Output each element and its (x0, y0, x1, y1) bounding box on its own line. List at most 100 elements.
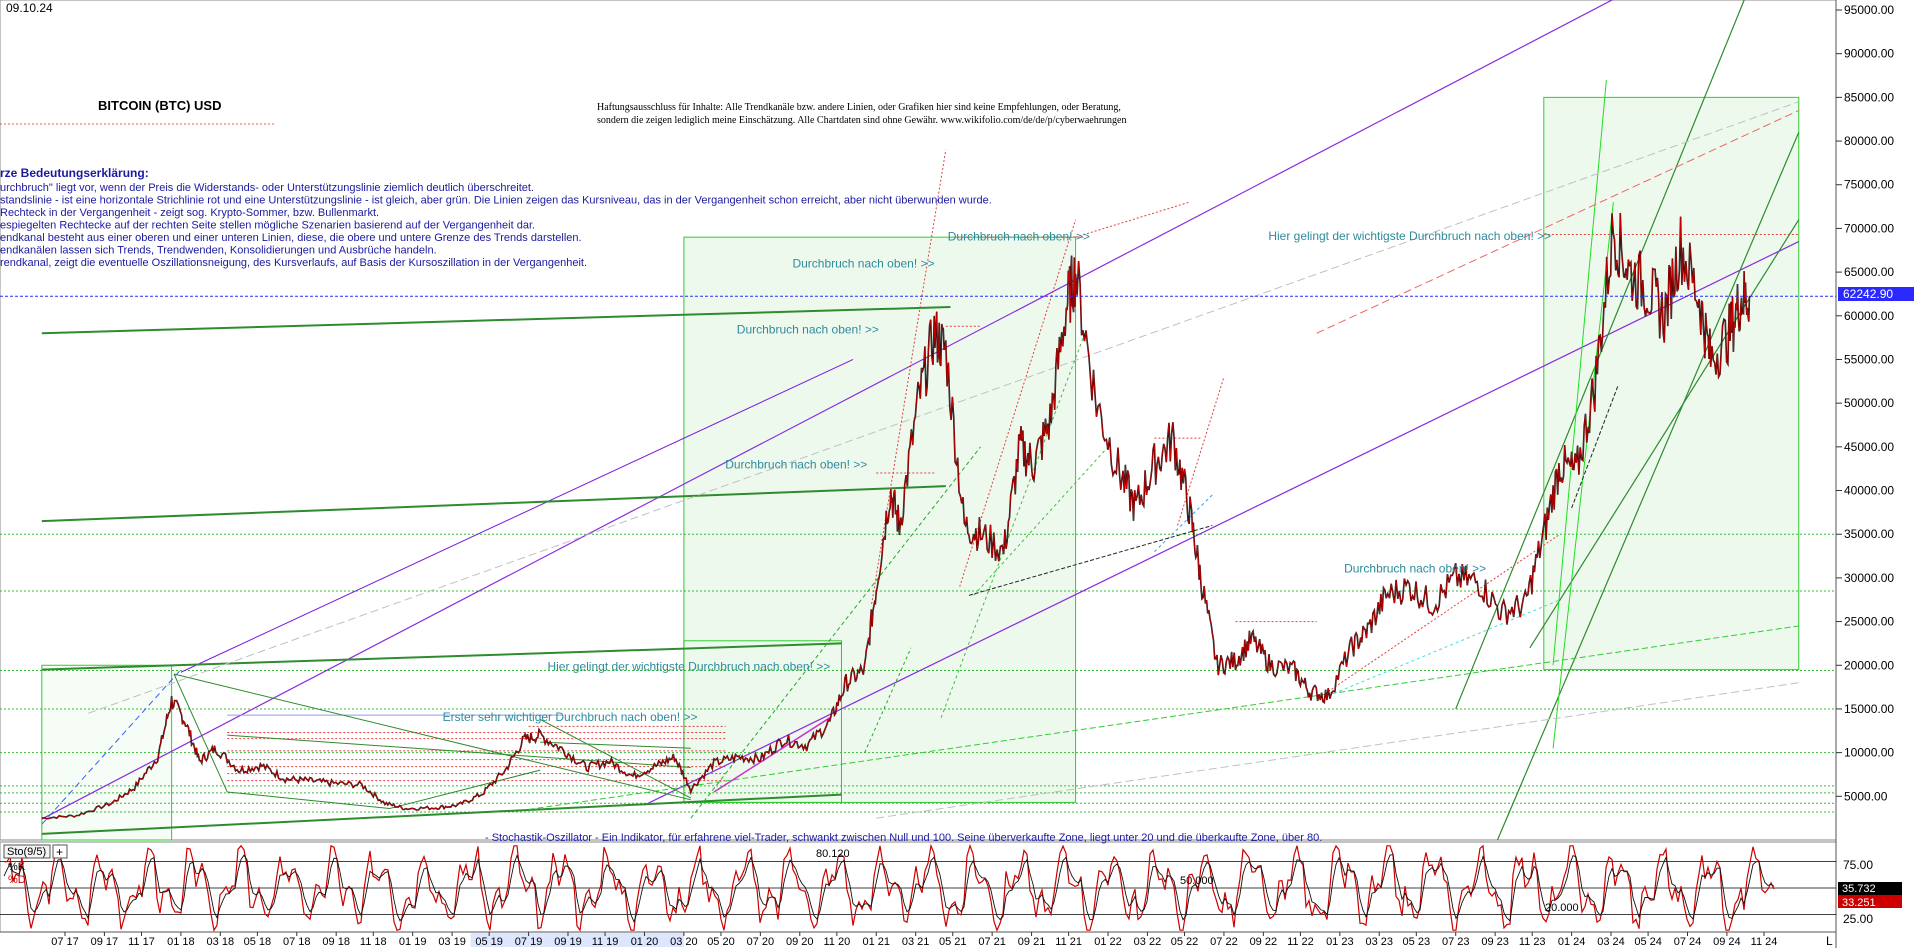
bull-zone (683, 640, 842, 803)
trend-line (41, 0, 1614, 820)
y-tick-label: 70000.00 (1844, 221, 1894, 235)
x-tick-label: 03 22 (1134, 936, 1162, 948)
legend-line: Rechteck in der Vergangenheit - zeigt so… (0, 207, 379, 219)
x-tick-label: 01 24 (1558, 936, 1586, 948)
trend-line (1552, 79, 1607, 666)
x-tick-label: 05 24 (1634, 936, 1662, 948)
support-resistance-layer (0, 234, 1836, 813)
x-tick-label: 05 18 (244, 936, 272, 948)
y-tick-label: 35000.00 (1844, 527, 1894, 541)
legend-line: rendkanal, zeigt die eventuelle Oszillat… (0, 257, 587, 269)
x-tick-label: 01 18 (167, 936, 195, 948)
x-tick-label: 03 21 (902, 936, 930, 948)
plus-icon: + (56, 845, 63, 859)
legend-line: urchbruch" liegt vor, wenn der Preis die… (0, 182, 534, 194)
y-tick-label: 25000.00 (1844, 615, 1894, 629)
corner-label: L (1826, 934, 1833, 948)
oscillator-expand-button[interactable] (52, 844, 68, 859)
trend-line (644, 240, 1800, 806)
x-axis: 07 17 09 17 11 17 01 18 03 18 05 18 07 18 09 18… (0, 931, 1836, 948)
x-tick-label: 11 18 (360, 936, 387, 948)
trend-line (88, 101, 1799, 714)
k-value: 35.732 (1842, 883, 1876, 895)
trend-line (1571, 385, 1619, 509)
trend-line (540, 741, 691, 749)
x-tick-label: 09 23 (1481, 936, 1509, 948)
x-tick-label: 07 22 (1210, 936, 1238, 948)
x-tick-label: 11 24 (1751, 936, 1778, 948)
y-tick-label: 80000.00 (1844, 134, 1894, 148)
legend-line: espiegelten Rechtecke auf der rechten Se… (0, 220, 535, 232)
trend-line (1154, 494, 1213, 553)
osc-axis-25: 25.00 (1843, 912, 1873, 926)
y-tick-label: 90000.00 (1844, 47, 1894, 61)
x-tick-label: 01 21 (862, 936, 890, 948)
y-tick-label: 5000.00 (1844, 789, 1888, 803)
x-tick-label: 05 23 (1403, 936, 1431, 948)
x-tick-label: 05 20 (707, 936, 735, 948)
y-tick-label: 30000.00 (1844, 571, 1894, 585)
y-tick-label: 20000.00 (1844, 658, 1894, 672)
trend-line (968, 524, 1213, 596)
breakout-annotation: Erster sehr wichtiger Durchbruch nach ob… (443, 710, 698, 724)
x-tick-label: 09 21 (1018, 936, 1046, 948)
x-tick-label: 05 19 (475, 936, 503, 948)
y-tick-label: 60000.00 (1844, 309, 1894, 323)
disclaimer-line-2: sondern die zeigen lediglich meine Einsc… (597, 115, 1126, 126)
y-tick-label: 45000.00 (1844, 440, 1894, 454)
x-tick-label: 11 17 (128, 936, 155, 948)
y-tick-label: 15000.00 (1844, 702, 1894, 716)
breakout-annotation: Durchbruch nach oben! >> (948, 230, 1090, 244)
y-tick-label: 95000.00 (1844, 3, 1894, 17)
annotations-layer: Durchbruch nach oben! >> Durchbruch nach … (443, 229, 1551, 724)
bull-zone (683, 236, 1077, 803)
zones-layer (41, 96, 1800, 841)
trend-line (389, 769, 541, 810)
oscillator-note: - Stochastik-Oszillator - Ein Indikator,… (485, 832, 1322, 844)
x-tick-label: 09 24 (1713, 936, 1741, 948)
breakout-annotation: Durchbruch nach oben! >> (792, 257, 934, 271)
osc-d-line (3, 854, 1775, 924)
x-tick-label: 05 21 (939, 936, 967, 948)
x-tick-label: 07 23 (1442, 936, 1470, 948)
breakout-annotation: Durchbruch nach oben! >> (1344, 562, 1486, 576)
trend-line (41, 485, 946, 523)
trend-line (180, 359, 854, 673)
trend-line (864, 647, 912, 753)
x-tick-label: 05 22 (1171, 936, 1199, 948)
trend-line (940, 333, 1086, 718)
legend-line: standslinie - ist eine horizontale Stric… (0, 195, 992, 207)
trend-line (227, 791, 390, 810)
osc-level-80: 80.120 (816, 848, 850, 860)
x-tick-label: 09 19 (554, 936, 582, 948)
breakout-annotation: Hier gelingt der wichtigste Durchbruch n… (1268, 229, 1551, 243)
oscillator-layer (0, 843, 1836, 932)
trend-line (41, 793, 842, 835)
x-tick-label: 01 22 (1094, 936, 1122, 948)
x-tick-label: 11 22 (1287, 936, 1314, 948)
x-axis-highlight (470, 933, 684, 947)
price-series-layer (41, 212, 1751, 820)
x-tick-label: 01 20 (631, 936, 659, 948)
osc-axis-75: 75.00 (1843, 858, 1873, 872)
trend-line (871, 149, 947, 605)
y-tick-label: 10000.00 (1844, 746, 1894, 760)
x-tick-label: 07 21 (978, 936, 1006, 948)
legend-line: endkanälen lassen sich Trends, Trendwend… (0, 245, 437, 257)
x-tick-label: 11 21 (1055, 936, 1082, 948)
trend-line (1552, 202, 1614, 749)
y-tick-label: 40000.00 (1844, 484, 1894, 498)
x-tick-label: 09 18 (322, 936, 350, 948)
osc-level-50: 50.000 (1180, 875, 1214, 887)
x-tick-label: 03 23 (1365, 936, 1393, 948)
d-value: 33.251 (1842, 897, 1876, 909)
x-tick-label: 03 18 (207, 936, 235, 948)
x-tick-label: 11 19 (592, 936, 619, 948)
x-tick-label: 11 20 (823, 936, 850, 948)
breakout-annotation: Durchbruch nach oben! >> (725, 458, 867, 472)
trend-line (1327, 533, 1561, 692)
trend-line (1529, 219, 1800, 649)
d-value-badge (1838, 895, 1902, 908)
trend-line (1496, 132, 1800, 841)
